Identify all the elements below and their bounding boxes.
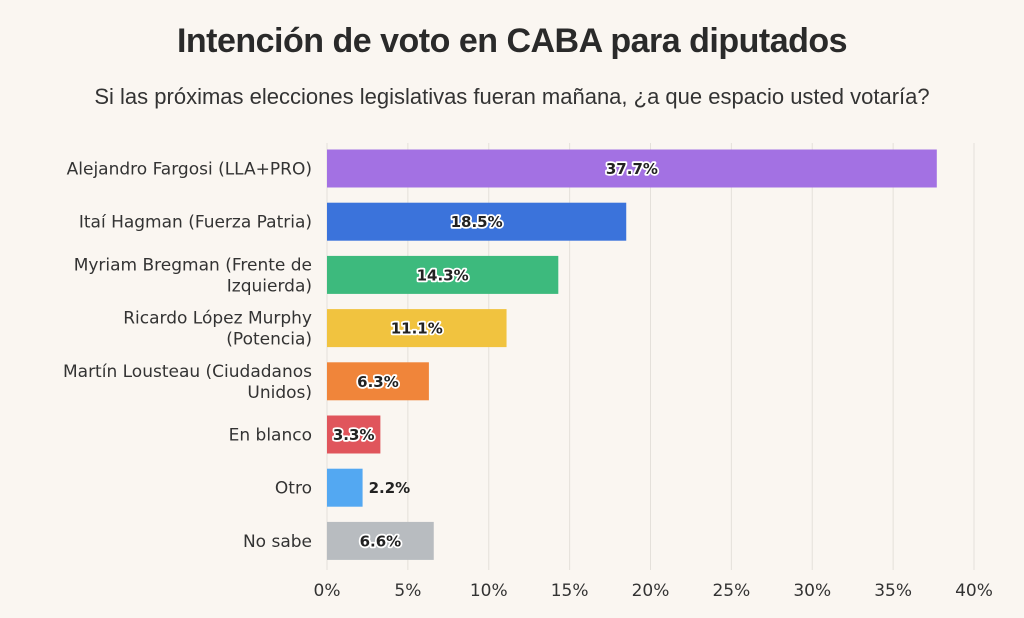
bar [327, 362, 429, 401]
x-tick-label: 15% [551, 581, 589, 601]
category-label: Ricardo López Murphy [123, 309, 312, 329]
value-label: 14.3% [417, 266, 469, 284]
category-label: (Potencia) [226, 330, 312, 350]
bar [327, 468, 363, 507]
grid-lines [326, 143, 975, 570]
category-label: Itaí Hagman (Fuerza Patria) [79, 213, 312, 233]
category-label: En blanco [229, 426, 312, 446]
category-label: Alejandro Fargosi (LLA+PRO) [67, 160, 312, 180]
bar [327, 521, 434, 560]
category-label: No sabe [243, 532, 312, 552]
category-label: Otro [275, 479, 312, 499]
bar [327, 255, 559, 294]
value-label: 18.5% [451, 213, 503, 231]
bar [327, 309, 507, 348]
x-axis-ticks: 0% 5% 10% 15% 20% 25% 30% 35% 40% [314, 581, 993, 601]
bars [327, 149, 937, 560]
category-label: Unidos) [247, 383, 312, 403]
x-tick-label: 40% [955, 581, 993, 601]
value-labels: 37.7% 18.5% 14.3% 11.1% 6.3% 3.3% 2.2% 6.6% [331, 158, 660, 552]
category-label: Izquierda) [227, 276, 312, 296]
bar [327, 202, 627, 241]
category-labels: Alejandro Fargosi (LLA+PRO) Itaí Hagman (… [63, 160, 312, 552]
x-tick-label: 10% [470, 581, 508, 601]
value-label: 6.6% [360, 532, 402, 550]
bar [327, 149, 937, 188]
category-label: Myriam Bregman (Frente de [74, 255, 312, 275]
chart-subtitle: Si las próximas elecciones legislativas … [94, 84, 930, 109]
value-label: 3.3% [333, 426, 375, 444]
x-tick-label: 20% [632, 581, 670, 601]
x-tick-label: 30% [793, 581, 831, 601]
value-label: 11.1% [391, 320, 443, 338]
chart-title: Intención de voto en CABA para diputados [176, 22, 848, 60]
category-label: Martín Lousteau (Ciudadanos [63, 362, 312, 382]
x-tick-label: 0% [314, 581, 341, 601]
value-label: 2.2% [369, 479, 411, 497]
value-label: 37.7% [606, 160, 658, 178]
x-tick-label: 35% [874, 581, 912, 601]
x-tick-label: 25% [712, 581, 750, 601]
value-label: 6.3% [357, 373, 399, 391]
x-tick-label: 5% [394, 581, 421, 601]
bar [327, 415, 381, 454]
